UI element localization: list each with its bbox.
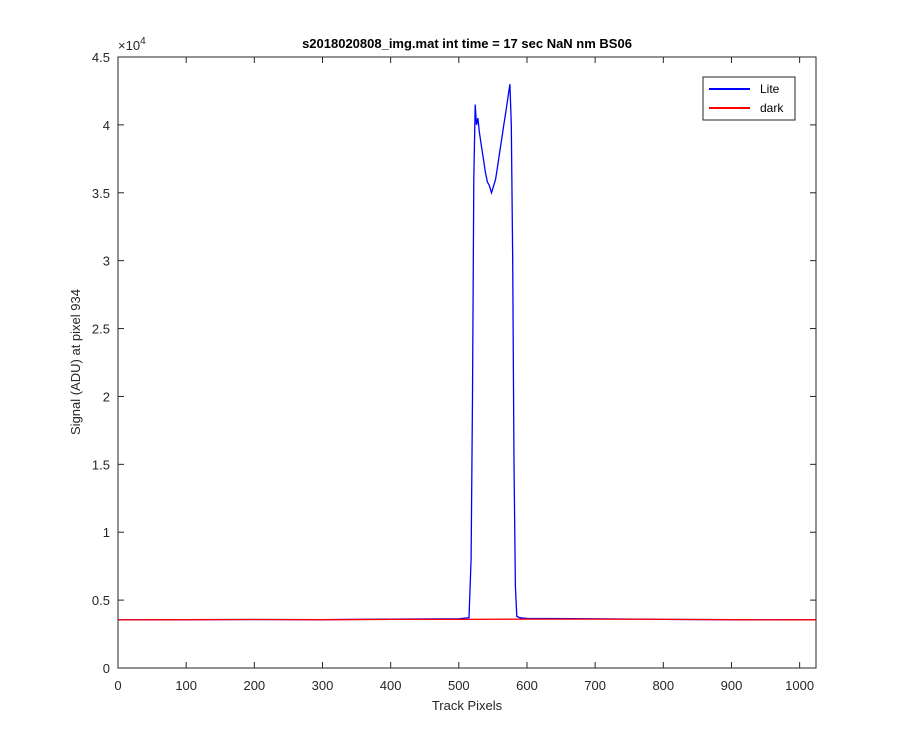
x-tick-label: 600 (516, 678, 538, 693)
series-line-dark (117, 618, 817, 621)
x-axis-ticks: 0 100 200 300 400 500 600 700 800 900 1000 (114, 57, 814, 693)
x-tick-label: 800 (652, 678, 674, 693)
y-tick-label: 2.5 (92, 322, 110, 337)
x-tick-label: 1000 (785, 678, 814, 693)
legend-label-lite: Lite (760, 82, 780, 96)
y-tick-label: 1.5 (92, 457, 110, 472)
y-exponent-power: 4 (140, 36, 146, 47)
y-tick-label: 3 (103, 254, 110, 269)
legend-box (702, 76, 796, 121)
y-tick-label: 4.5 (92, 50, 110, 65)
y-tick-label: 3.5 (92, 186, 110, 201)
x-tick-label: 200 (243, 678, 265, 693)
x-tick-label: 400 (380, 678, 402, 693)
y-axis-label: Signal (ADU) at pixel 934 (68, 289, 83, 435)
y-axis-ticks: 0 0.5 1 1.5 2 2.5 3 3.5 4 4.5 (92, 50, 816, 676)
series-line-lite (117, 84, 817, 621)
x-tick-label: 300 (312, 678, 334, 693)
y-tick-label: 2 (103, 389, 110, 404)
legend: Lite dark (702, 76, 796, 121)
y-tick-label: 4 (103, 118, 110, 133)
x-tick-label: 0 (114, 678, 121, 693)
axes-box (117, 56, 817, 669)
x-tick-label: 500 (448, 678, 470, 693)
y-tick-label: 1 (103, 525, 110, 540)
legend-label-dark: dark (760, 101, 784, 115)
y-tick-label: 0.5 (92, 593, 110, 608)
x-axis-label: Track Pixels (432, 698, 503, 713)
x-tick-label: 100 (175, 678, 197, 693)
series-layer (117, 84, 817, 621)
chart-title: s2018020808_img.mat int time = 17 sec Na… (302, 36, 632, 51)
plot-area (118, 57, 816, 668)
y-exponent-base: ×10 (118, 38, 140, 53)
x-tick-label: 900 (721, 678, 743, 693)
y-exponent-label: ×104 (118, 36, 146, 53)
x-tick-label: 700 (584, 678, 606, 693)
y-tick-label: 0 (103, 661, 110, 676)
